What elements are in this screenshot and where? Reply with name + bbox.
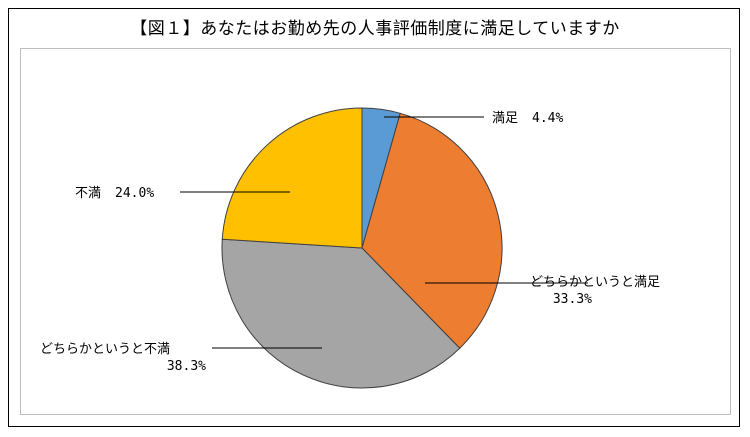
slice-label-4: 不満 24.0% bbox=[75, 186, 154, 201]
slice-value-4: 24.0% bbox=[115, 186, 154, 201]
slice-name-2: どちらかというと満足 bbox=[530, 275, 660, 290]
slice-name-4: 不満 bbox=[75, 186, 101, 201]
plot-area bbox=[20, 48, 731, 415]
pie-slice-4 bbox=[221, 107, 363, 249]
slice-value-1: 4.4% bbox=[532, 111, 563, 126]
slice-name-3: どちらかというと不満 bbox=[40, 342, 170, 357]
slice-name-1: 満足 bbox=[492, 111, 518, 126]
pie-slices bbox=[221, 107, 503, 389]
slice-value-2: 33.3% bbox=[553, 292, 592, 307]
pie-slice-3 bbox=[221, 238, 461, 389]
chart-title: 【図１】あなたはお勤め先の人事評価制度に満足していますか bbox=[130, 19, 620, 39]
pie-slice-2 bbox=[361, 112, 503, 349]
slice-value-3: 38.3% bbox=[167, 359, 206, 374]
slice-label-1: 満足 4.4% bbox=[492, 111, 563, 126]
